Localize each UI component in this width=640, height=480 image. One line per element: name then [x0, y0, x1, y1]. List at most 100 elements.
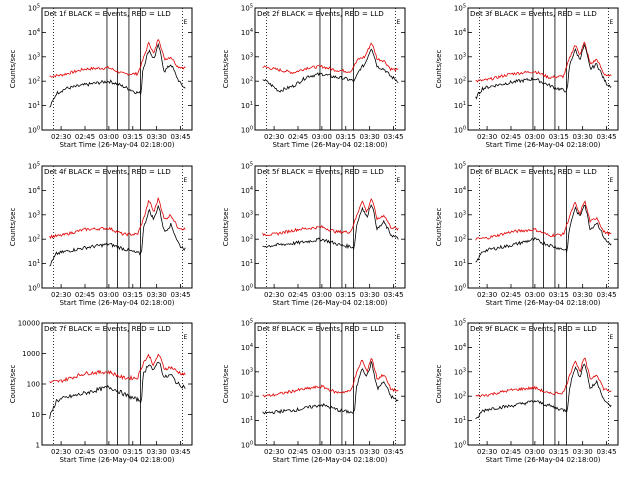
y-tick-label: 1	[36, 442, 40, 450]
subplot-det-3f: Det 3f BLACK = Events, RED = LLD 100 101 10…	[435, 4, 619, 149]
x-tick-label: 03:45	[596, 133, 616, 141]
subplot-det-9f: Det 9f BLACK = Events, RED = LLD 100 101 10…	[435, 319, 619, 464]
marker-label: E	[396, 177, 400, 184]
y-axis-label: Counts/sec	[435, 50, 443, 89]
y-tick-label: 101	[454, 416, 466, 425]
y-tick-label: 105	[454, 319, 466, 328]
marker-label: E	[396, 334, 400, 341]
x-tick-label: 03:30	[147, 133, 167, 141]
y-tick-label: 103	[454, 52, 466, 61]
y-tick-label: 105	[28, 4, 40, 13]
plot-title: Det 6f BLACK = Events, RED = LLD	[470, 167, 597, 176]
y-tick-label: 1000	[22, 350, 40, 358]
plot-title: Det 9f BLACK = Events, RED = LLD	[470, 324, 597, 333]
marker-label: E	[183, 19, 187, 26]
x-tick-label: 03:00	[525, 133, 545, 141]
y-tick-label: 103	[241, 52, 253, 61]
y-tick-label: 104	[28, 28, 40, 37]
marker-label: E	[183, 177, 187, 184]
x-tick-label: 03:00	[525, 448, 545, 456]
lld-series-line	[262, 42, 399, 75]
plot-frame	[254, 322, 406, 446]
marker-label: E	[183, 334, 187, 341]
x-tick-label: 03:45	[170, 448, 190, 456]
x-tick-label: 03:15	[123, 291, 143, 299]
events-series-line	[49, 42, 186, 108]
y-tick-label: 105	[28, 162, 40, 171]
y-tick-label: 103	[28, 210, 40, 219]
plot-frame	[41, 7, 193, 131]
plot-frame	[254, 165, 406, 289]
x-axis-label: Start Time (26-May-04 02:18:00)	[272, 456, 387, 464]
y-tick-label: 103	[28, 52, 40, 61]
x-tick-label: 03:15	[549, 448, 569, 456]
events-series-line	[475, 363, 612, 420]
marker-label: E	[609, 334, 613, 341]
y-axis-label: Counts/sec	[222, 208, 230, 247]
lld-series-line	[49, 197, 186, 240]
y-tick-label: 102	[28, 77, 40, 86]
x-tick-label: 02:30	[264, 133, 284, 141]
y-tick-label: 100	[28, 284, 40, 293]
x-axis-label: Start Time (26-May-04 02:18:00)	[272, 141, 387, 149]
y-tick-label: 104	[454, 28, 466, 37]
x-axis-label: Start Time (26-May-04 02:18:00)	[272, 299, 387, 307]
x-tick-label: 02:45	[501, 448, 521, 456]
subplot-det-6f: Det 6f BLACK = Events, RED = LLD 100 101 10…	[435, 162, 619, 307]
y-axis-label: Counts/sec	[435, 208, 443, 247]
lld-series-line	[49, 353, 186, 384]
y-tick-label: 102	[241, 77, 253, 86]
plot-frame	[467, 322, 619, 446]
x-axis-label: Start Time (26-May-04 02:18:00)	[59, 299, 174, 307]
y-tick-label: 104	[241, 186, 253, 195]
x-tick-label: 02:45	[75, 448, 95, 456]
y-tick-label: 100	[241, 441, 253, 450]
x-tick-label: 03:30	[360, 291, 380, 299]
y-tick-label: 101	[28, 259, 40, 268]
x-tick-label: 03:00	[99, 291, 119, 299]
plot-title: Det 5f BLACK = Events, RED = LLD	[257, 167, 384, 176]
events-series-line	[475, 43, 612, 100]
x-tick-label: 02:45	[75, 133, 95, 141]
x-axis-label: Start Time (26-May-04 02:18:00)	[485, 456, 600, 464]
y-tick-label: 101	[28, 101, 40, 110]
lld-series-line	[262, 357, 399, 398]
lld-series-line	[475, 357, 612, 398]
y-tick-label: 105	[241, 162, 253, 171]
x-tick-label: 02:30	[264, 448, 284, 456]
plot-title: Det 8f BLACK = Events, RED = LLD	[257, 324, 384, 333]
x-tick-label: 02:45	[75, 291, 95, 299]
x-tick-label: 03:30	[573, 448, 593, 456]
y-axis-label: Counts/sec	[9, 208, 17, 247]
y-tick-label: 102	[454, 392, 466, 401]
events-series-line	[475, 204, 612, 263]
x-tick-label: 03:45	[170, 133, 190, 141]
y-tick-label: 104	[454, 343, 466, 352]
subplot-det-7f: Det 7f BLACK = Events, RED = LLD 1 10 100 10…	[9, 320, 193, 464]
x-tick-label: 03:30	[360, 133, 380, 141]
x-tick-label: 03:00	[312, 133, 332, 141]
x-tick-label: 03:00	[99, 133, 119, 141]
events-series-line	[262, 48, 399, 93]
x-tick-label: 02:30	[51, 291, 71, 299]
lld-series-line	[475, 200, 612, 241]
y-tick-label: 101	[241, 416, 253, 425]
y-tick-label: 104	[454, 186, 466, 195]
y-tick-label: 105	[454, 4, 466, 13]
x-tick-label: 03:30	[573, 133, 593, 141]
x-tick-label: 03:00	[312, 448, 332, 456]
y-tick-label: 102	[454, 77, 466, 86]
plot-frame	[467, 7, 619, 131]
subplot-det-1f: Det 1f BLACK = Events, RED = LLD 100 101 10…	[9, 4, 193, 149]
y-axis-label: Counts/sec	[222, 365, 230, 404]
x-tick-label: 03:30	[147, 448, 167, 456]
y-tick-label: 100	[27, 381, 40, 389]
y-tick-label: 104	[241, 28, 253, 37]
marker-label: E	[609, 19, 613, 26]
subplot-det-4f: Det 4f BLACK = Events, RED = LLD 100 101 10…	[9, 162, 193, 307]
x-tick-label: 02:30	[51, 133, 71, 141]
y-tick-label: 10	[31, 411, 40, 419]
y-tick-label: 100	[454, 441, 466, 450]
y-tick-label: 100	[241, 126, 253, 135]
